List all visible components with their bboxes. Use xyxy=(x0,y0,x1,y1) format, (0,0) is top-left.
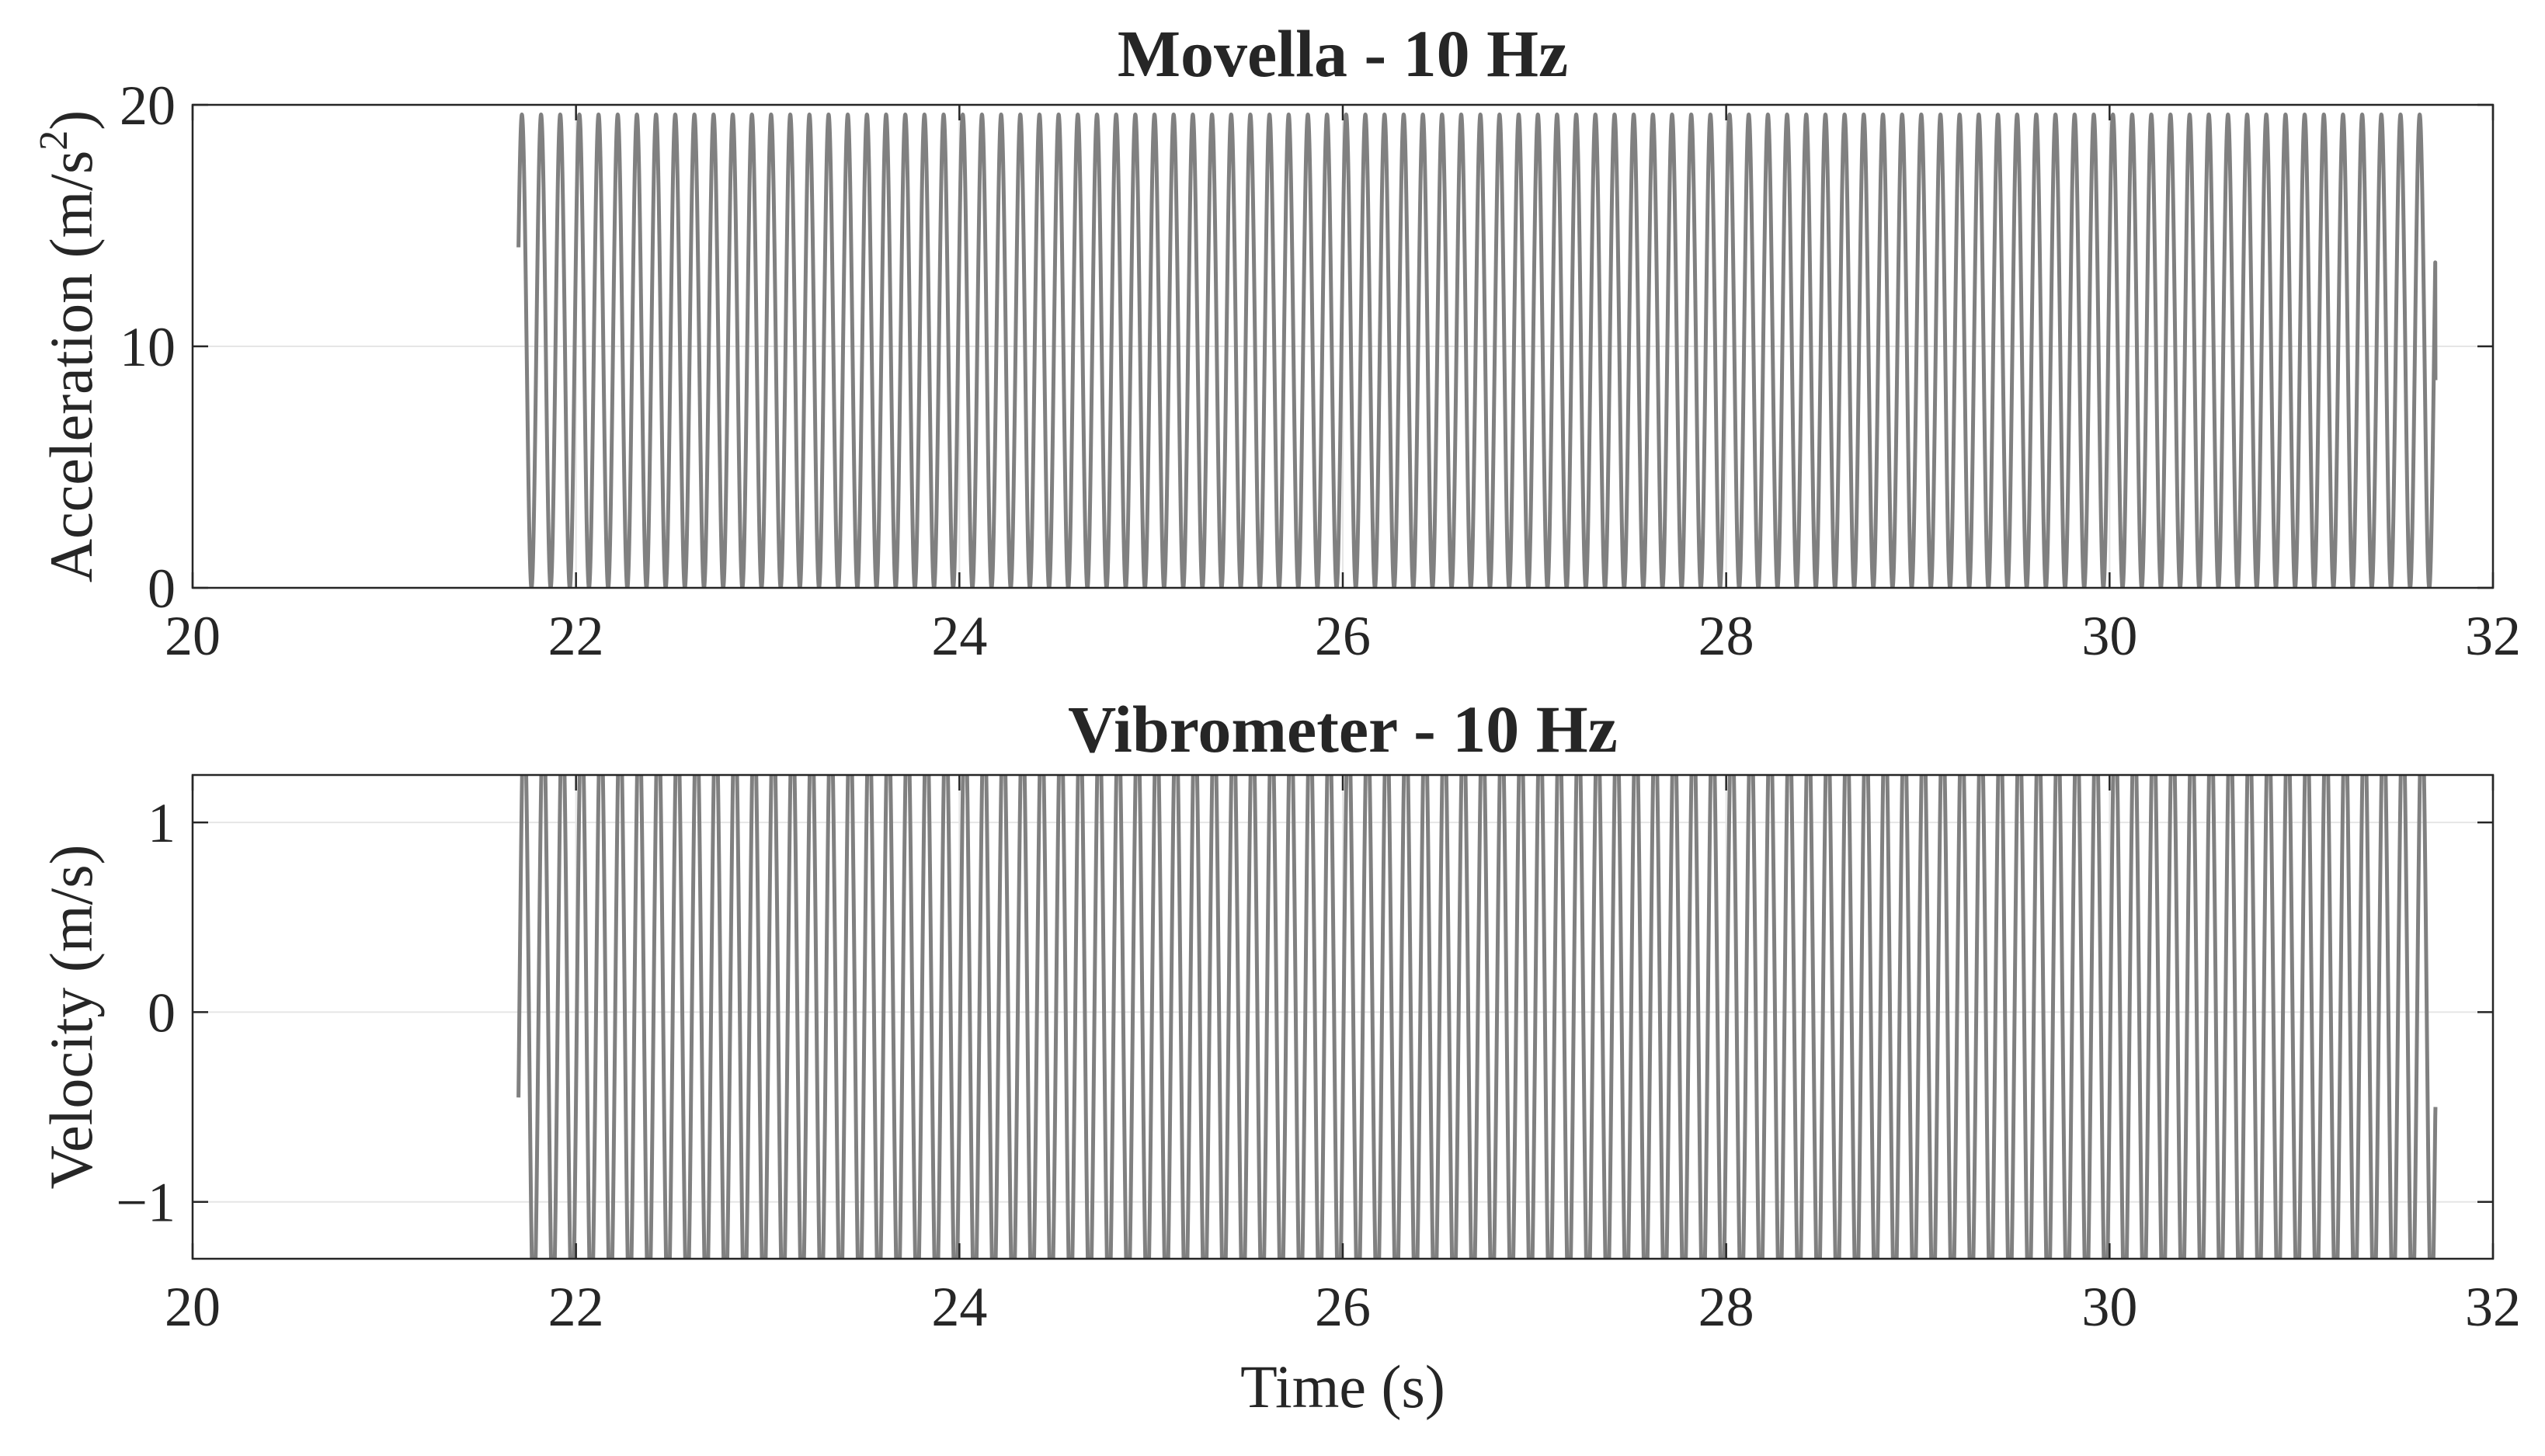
panel-2-signal-line xyxy=(516,775,2438,1259)
panel-2-ytick-label-1: 0 xyxy=(148,982,176,1044)
panel-2-xtick-label-4: 28 xyxy=(1698,1276,1754,1338)
panel-2-ylabel: Velocity (m/s) xyxy=(37,844,105,1189)
panel-1-xtick-label-1: 22 xyxy=(548,605,604,667)
panel-2-xlabel: Time (s) xyxy=(1240,1353,1445,1420)
panel-1-xtick-label-5: 30 xyxy=(2081,605,2137,667)
panel-1: 20 22 24 26 28 30 32 0 10 20 Movella - 10 Hz Accele… xyxy=(32,16,2521,667)
panel-1-ytick-label-0: 0 xyxy=(148,558,176,620)
panel-2-xtick-label-0: 20 xyxy=(165,1276,221,1338)
panel-2-ytick-label-2: 1 xyxy=(148,792,176,854)
panel-1-xtick-label-2: 24 xyxy=(931,605,987,667)
panel-1-xtick-label-6: 32 xyxy=(2465,605,2521,667)
panel-1-xtick-label-3: 26 xyxy=(1315,605,1371,667)
panel-1-ytick-label-2: 20 xyxy=(120,75,176,137)
panel-2-xtick-label-2: 24 xyxy=(931,1276,987,1338)
panel-1-ylabel: Acceleration (m/s2) xyxy=(32,110,105,583)
panel-2-xtick-label-6: 32 xyxy=(2465,1276,2521,1338)
panel-2-xtick-label-3: 26 xyxy=(1315,1276,1371,1338)
panel-1-xtick-label-4: 28 xyxy=(1698,605,1754,667)
panel-1-ytick-label-1: 10 xyxy=(120,316,176,378)
panel-2-xtick-label-1: 22 xyxy=(548,1276,604,1338)
panel-2-title: Vibrometer - 10 Hz xyxy=(1068,692,1618,766)
panel-1-xtick-label-0: 20 xyxy=(165,605,221,667)
panel-1-signal-line xyxy=(516,112,2438,588)
panel-2-xtick-label-5: 30 xyxy=(2081,1276,2137,1338)
panel-1-title: Movella - 10 Hz xyxy=(1118,16,1568,91)
panel-2-ytick-label-0: −1 xyxy=(116,1172,176,1234)
panel-2: 20 22 24 26 28 30 32 −1 0 1 Vibrometer - 10 Hz Velo… xyxy=(37,692,2521,1420)
